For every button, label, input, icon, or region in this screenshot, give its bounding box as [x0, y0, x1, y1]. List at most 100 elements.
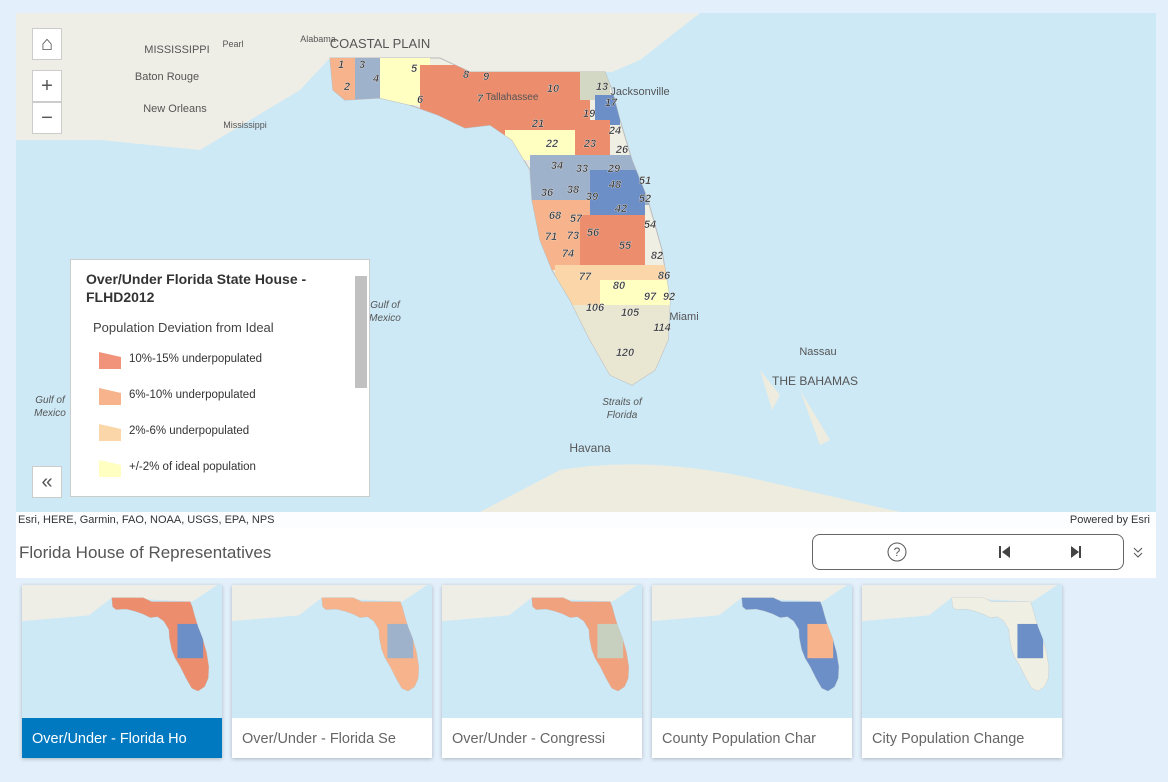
- district-label: 68: [549, 210, 562, 222]
- card-title: Over/Under - Florida Se: [242, 731, 396, 747]
- district-label: 8: [463, 69, 470, 81]
- place-label: Mexico: [34, 408, 66, 419]
- legend-label: 6%-10% underpopulated: [129, 389, 256, 401]
- next-button[interactable]: [1071, 546, 1081, 558]
- district-label: 82: [651, 250, 663, 262]
- district-label: 80: [613, 280, 626, 292]
- svg-text:?: ?: [894, 545, 901, 559]
- district-label: 74: [562, 248, 574, 260]
- place-label: Baton Rouge: [135, 71, 199, 83]
- district-label: 7: [477, 93, 484, 105]
- district-label: 97: [644, 291, 657, 303]
- legend-subtitle: Population Deviation from Ideal: [93, 320, 274, 335]
- district-label: 39: [586, 191, 599, 203]
- swatch-shape: [99, 460, 121, 477]
- story-card[interactable]: County Population Char: [652, 584, 852, 758]
- district-label: 2: [343, 81, 350, 93]
- card-thumbnail: [652, 584, 852, 719]
- card-title: Over/Under - Congressi: [452, 731, 606, 747]
- collapse-legend-button[interactable]: «: [32, 466, 62, 498]
- district-label: 17: [605, 97, 618, 109]
- thumb-land: [862, 584, 1058, 622]
- card-thumbnail: [22, 584, 222, 719]
- place-label: Nassau: [799, 346, 836, 358]
- district-label: 24: [608, 125, 621, 137]
- previous-button[interactable]: [999, 546, 1010, 558]
- story-card[interactable]: City Population Change: [862, 584, 1062, 758]
- place-label: Mexico: [369, 313, 401, 324]
- district-label: 73: [567, 230, 579, 242]
- district-label: 33: [576, 163, 588, 175]
- district-label: 52: [639, 193, 651, 205]
- legend-item: 2%-6% underpopulated: [99, 419, 369, 443]
- story-card[interactable]: Over/Under - Florida Se: [232, 584, 432, 758]
- zoom-out-button[interactable]: −: [32, 102, 62, 134]
- legend-item: +/-2% of ideal population: [99, 455, 369, 479]
- district-label: 5: [411, 63, 418, 75]
- mainland: [16, 13, 700, 150]
- scrollbar[interactable]: [355, 276, 367, 388]
- controls: ?: [812, 534, 1124, 570]
- district-label: 36: [541, 187, 554, 199]
- thumb-land: [652, 584, 848, 622]
- attribution-bar: Esri, HERE, Garmin, FAO, NOAA, USGS, EPA…: [16, 512, 1156, 528]
- place-label: Florida: [607, 410, 638, 421]
- expand-button[interactable]: [1131, 545, 1145, 559]
- district-label: 86: [658, 270, 671, 282]
- card-thumbnail: [442, 584, 642, 719]
- district-label: 13: [596, 81, 608, 93]
- place-label: Straits of: [602, 397, 643, 408]
- legend-swatch: [99, 388, 121, 405]
- legend-swatch: [99, 460, 121, 477]
- district-label: 22: [545, 138, 558, 150]
- thumb-land: [22, 584, 218, 622]
- swatch-shape: [99, 388, 121, 405]
- district-label: 106: [586, 302, 605, 314]
- district-label: 9: [483, 71, 490, 83]
- zoom-in-button[interactable]: +: [32, 70, 62, 102]
- thumb-detail: [807, 623, 834, 659]
- header: Florida House of Representatives ?: [16, 528, 1156, 578]
- district-label: 114: [653, 322, 671, 334]
- story-card[interactable]: Over/Under - Florida Ho: [22, 584, 222, 758]
- district-label: 71: [545, 231, 557, 243]
- thumb-detail: [387, 623, 414, 659]
- help-button[interactable]: ?: [887, 542, 907, 562]
- place-label: Mississippi: [223, 120, 267, 130]
- attribution: Esri, HERE, Garmin, FAO, NOAA, USGS, EPA…: [18, 514, 275, 526]
- district-label: 57: [570, 213, 583, 225]
- card-title: City Population Change: [872, 731, 1025, 747]
- thumb-detail: [177, 623, 204, 659]
- place-label: Miami: [669, 311, 698, 323]
- district-label: 54: [644, 219, 656, 231]
- district-label: 29: [607, 163, 621, 175]
- place-label: Havana: [569, 441, 611, 455]
- place-label: COASTAL PLAIN: [330, 36, 430, 51]
- card-title: Over/Under - Florida Ho: [22, 718, 222, 758]
- card-title: County Population Char: [662, 731, 816, 747]
- home-button[interactable]: ⌂: [32, 28, 62, 60]
- district-label: 105: [621, 307, 640, 319]
- legend: Over/Under Florida State House - FLHD201…: [70, 259, 370, 497]
- district-label: 34: [551, 160, 563, 172]
- district-label: 51: [639, 175, 651, 187]
- place-label: Gulf of: [370, 300, 401, 311]
- district-label: 48: [608, 179, 622, 191]
- thumb-land: [442, 584, 638, 622]
- district-label: 10: [547, 83, 560, 95]
- district-label: 21: [531, 118, 544, 130]
- legend-swatch: [99, 352, 121, 369]
- district-label: 42: [614, 203, 627, 215]
- story-card[interactable]: Over/Under - Congressi: [442, 584, 642, 758]
- place-label: Gulf of: [35, 395, 66, 406]
- bahamas: [760, 370, 830, 445]
- control-icons: ?: [887, 542, 1081, 562]
- district-label: 77: [579, 271, 592, 283]
- cuba: [480, 464, 900, 512]
- district-label: 1: [338, 59, 344, 71]
- district-label: 120: [616, 347, 635, 359]
- district-label: 55: [619, 240, 632, 252]
- district-label: 3: [359, 59, 365, 71]
- place-label: MISSISSIPPI: [144, 44, 209, 56]
